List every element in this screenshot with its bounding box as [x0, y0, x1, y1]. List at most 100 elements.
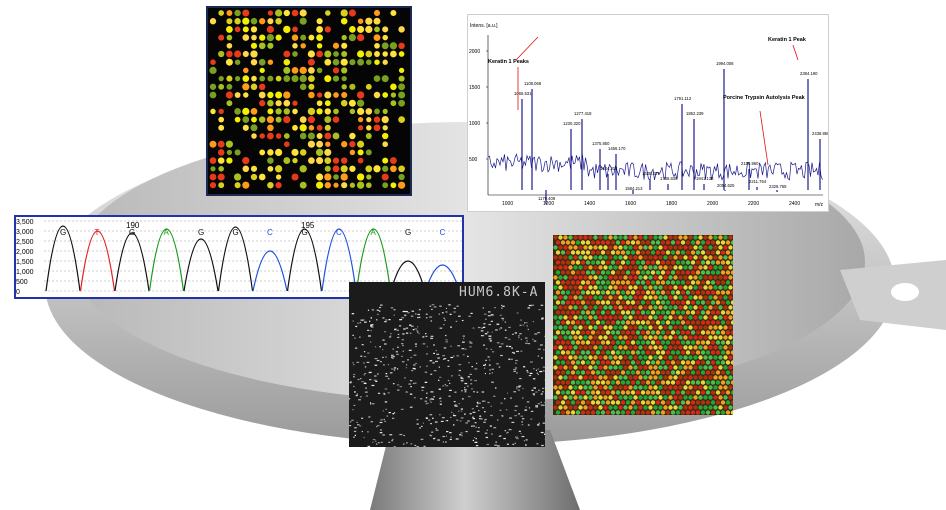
- microarray-spot: [299, 165, 307, 173]
- microarray-spot: [658, 355, 663, 360]
- scan-speck: [479, 415, 482, 417]
- scan-speck: [533, 340, 537, 342]
- microarray-spot: [635, 410, 641, 415]
- microarray-spot: [283, 50, 291, 58]
- microarray-spot: [595, 270, 601, 275]
- scan-speck: [535, 405, 539, 407]
- microarray-spot: [698, 235, 703, 240]
- microarray-spot: [723, 345, 728, 350]
- microarray-spot: [713, 365, 718, 370]
- scan-speck: [482, 307, 484, 309]
- microarray-spot: [583, 365, 588, 370]
- scan-speck: [530, 361, 533, 363]
- microarray-spot: [585, 280, 591, 285]
- microarray-spot: [316, 173, 324, 181]
- scan-speck: [433, 370, 437, 372]
- microarray-spot: [585, 370, 591, 375]
- scan-speck: [419, 427, 421, 429]
- microarray-spot: [625, 360, 631, 365]
- microarray-spot: [668, 255, 673, 260]
- microarray-spot: [218, 124, 225, 131]
- scan-speck: [372, 441, 374, 443]
- microarray-spot: [217, 157, 225, 164]
- microarray-spot: [357, 140, 365, 148]
- scan-speck: [476, 391, 479, 393]
- scan-speck: [492, 395, 496, 397]
- scan-speck: [528, 374, 532, 377]
- scan-speck: [474, 422, 477, 424]
- scan-speck: [374, 440, 377, 442]
- scan-speck: [361, 417, 364, 419]
- scan-speck: [370, 317, 372, 319]
- microarray-spot: [590, 310, 596, 315]
- scan-speck: [365, 395, 369, 397]
- microarray-spot: [555, 240, 561, 245]
- microarray-spot: [620, 260, 626, 265]
- microarray-spot: [630, 270, 636, 275]
- microarray-spot: [685, 390, 691, 395]
- microarray-spot: [640, 410, 646, 415]
- microarray-spot: [608, 305, 613, 310]
- microarray-spot: [683, 355, 688, 360]
- microarray-spot: [675, 270, 681, 275]
- microarray-spot: [658, 305, 663, 310]
- microarray-spot: [250, 108, 258, 115]
- microarray-spot: [598, 265, 603, 270]
- microarray-spot: [590, 280, 596, 285]
- scan-speck: [374, 364, 378, 366]
- scan-speck: [469, 342, 473, 344]
- scan-speck: [435, 349, 437, 352]
- scan-speck: [438, 379, 440, 381]
- microarray-spot: [675, 380, 681, 385]
- microarray-spot: [259, 18, 266, 25]
- scan-speck: [476, 401, 479, 403]
- ms-peak-label: 2438.950: [812, 131, 828, 136]
- microarray-spot: [690, 350, 696, 355]
- chromatogram-y-tick: 0: [16, 289, 20, 296]
- microarray-spot: [365, 83, 372, 90]
- microarray-spot: [628, 395, 633, 400]
- microarray-spot: [242, 9, 250, 17]
- microarray-spot: [620, 340, 626, 345]
- microarray-spot: [570, 360, 576, 365]
- scan-speck: [442, 435, 445, 438]
- microarray-spot: [234, 108, 241, 115]
- microarray-spot: [590, 340, 596, 345]
- microarray-spot: [275, 108, 282, 115]
- scan-speck: [483, 323, 486, 325]
- microarray-spot: [266, 116, 274, 124]
- microarray-spot: [578, 405, 583, 410]
- microarray-spot: [725, 390, 731, 395]
- microarray-spot: [730, 250, 736, 255]
- scan-speck: [483, 364, 486, 366]
- scan-speck: [438, 313, 440, 315]
- microarray-spot: [600, 240, 606, 245]
- microarray-spot: [653, 385, 658, 390]
- microarray-spot: [605, 400, 611, 405]
- microarray-spot: [698, 275, 703, 280]
- scan-speck: [526, 325, 528, 327]
- microarray-spot: [390, 165, 397, 173]
- microarray-spot: [593, 355, 598, 360]
- microarray-spot: [267, 149, 274, 156]
- microarray-spot: [708, 325, 713, 330]
- scan-speck: [500, 327, 503, 329]
- scan-speck: [377, 373, 379, 375]
- microarray-spot: [608, 385, 613, 390]
- microarray-spot: [668, 315, 673, 320]
- scan-speck: [525, 439, 528, 441]
- microarray-spot: [715, 390, 721, 395]
- scan-speck: [392, 348, 395, 350]
- microarray-spot: [648, 375, 653, 380]
- microarray-spot: [357, 18, 364, 24]
- chromatogram-y-tick: 2,000: [16, 249, 34, 256]
- microarray-spot: [382, 157, 389, 164]
- ms-peak-label: 1852.239: [686, 111, 704, 116]
- microarray-spot: [658, 385, 663, 390]
- microarray-spot: [670, 280, 676, 285]
- scan-speck: [519, 324, 522, 326]
- microarray-spot: [398, 42, 405, 50]
- scan-label: HUM6.8K-A: [459, 285, 539, 300]
- microarray-spot: [718, 375, 723, 380]
- scan-speck: [425, 333, 427, 335]
